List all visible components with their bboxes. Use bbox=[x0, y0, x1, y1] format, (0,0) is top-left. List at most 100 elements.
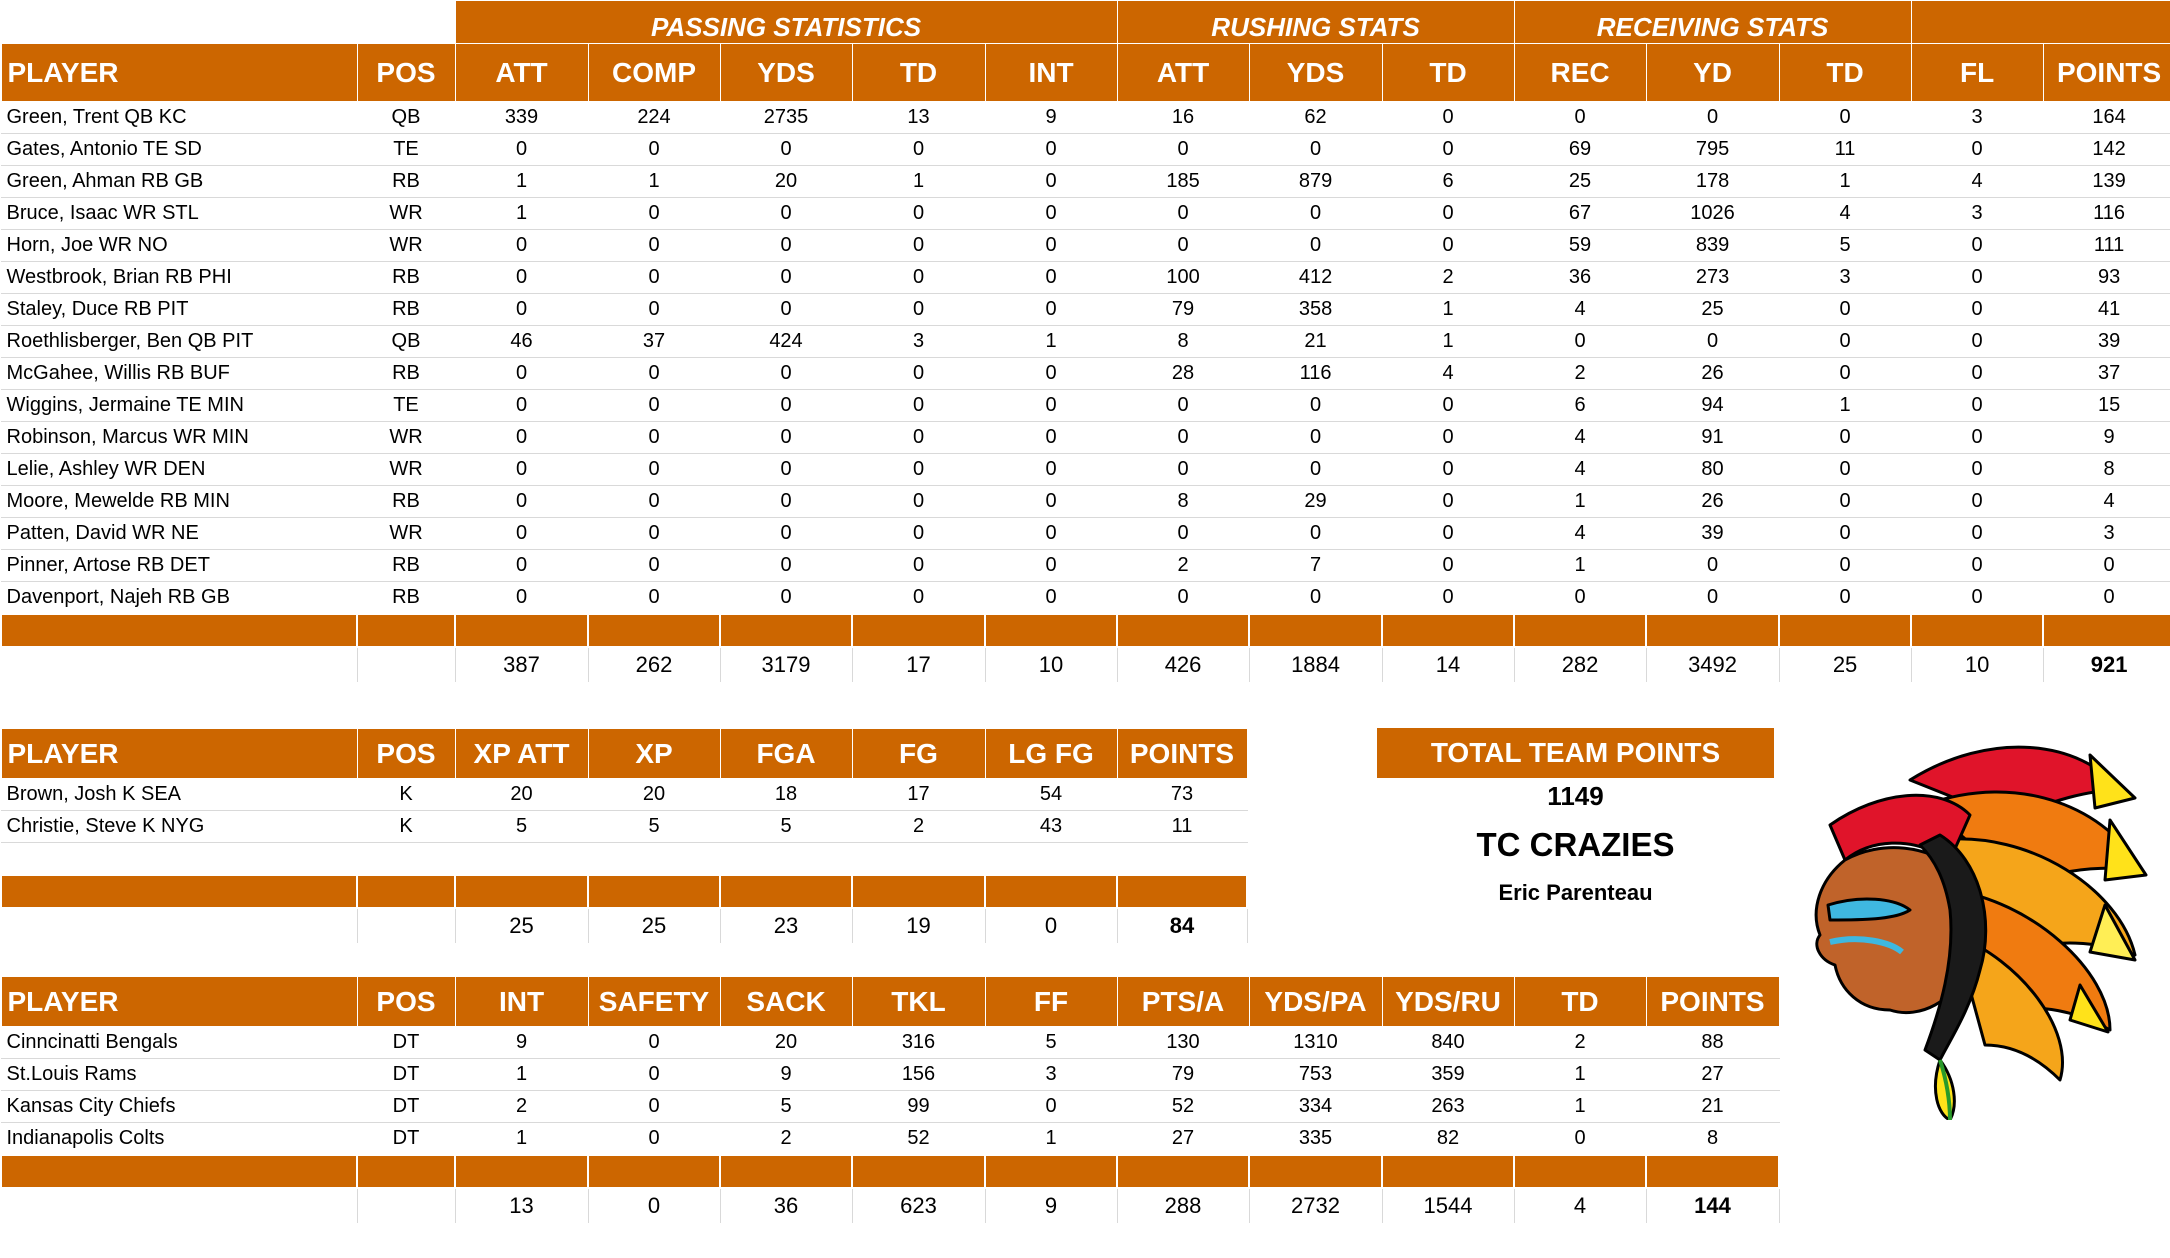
chief-headdress-logo-icon bbox=[1814, 745, 2148, 1120]
table-row: Cinncinatti Bengals DT 9 0 20 316 5 130 1310 840 2… bbox=[0, 1026, 1780, 1059]
offense-cell: 3 bbox=[1910, 197, 2044, 230]
offense-cell: 2735 bbox=[719, 101, 853, 134]
offense-cell: 0 bbox=[587, 517, 721, 550]
offense-cell: 0 bbox=[719, 517, 853, 550]
offense-cell: 0 bbox=[1116, 229, 1250, 262]
offense-cell: 0 bbox=[984, 261, 1118, 294]
offense-cell: 1026 bbox=[1645, 197, 1780, 230]
defense-cell: 316 bbox=[851, 1026, 986, 1059]
offense-cell: 3 bbox=[851, 325, 986, 358]
offense-cell: 94 bbox=[1645, 389, 1780, 422]
offense-cell: 4 bbox=[2042, 485, 2170, 518]
offense-column-header-row: PLAYER POS ATT COMP YDS TD INT ATT YDS TD REC YD TD F… bbox=[0, 43, 2170, 102]
offense-cell: 6 bbox=[1513, 389, 1647, 422]
player-name: Staley, Duce RB PIT bbox=[0, 293, 358, 326]
offense-cell: 8 bbox=[1116, 485, 1250, 518]
offense-cell: 839 bbox=[1645, 229, 1780, 262]
offense-cell: 0 bbox=[851, 421, 986, 454]
defense-col-header-3: SAFETY bbox=[587, 976, 721, 1027]
offense-cell: 6 bbox=[1381, 165, 1515, 198]
offense-cell: 0 bbox=[984, 517, 1118, 550]
offense-cell: 3 bbox=[2042, 517, 2170, 550]
offense-cell: 0 bbox=[1778, 453, 1912, 486]
offense-cell: 20 bbox=[719, 165, 853, 198]
offense-group-header-row: PASSING STATISTICS RUSHING STATS RECEIVI… bbox=[0, 0, 2170, 44]
defense-cell: 335 bbox=[1248, 1122, 1383, 1156]
defense-total-cell: 13 bbox=[454, 1187, 589, 1223]
offense-cell: 0 bbox=[984, 357, 1118, 390]
table-row: Green, Trent QB KC QB 339 224 2735 13 9 16 62 0 0 0… bbox=[0, 101, 2170, 134]
table-row: Green, Ahman RB GB RB 1 1 20 1 0 185 879 6 25 178 1 4… bbox=[0, 165, 2170, 198]
defense-total-cell: 623 bbox=[851, 1187, 986, 1223]
offense-cell: 0 bbox=[1381, 197, 1515, 230]
offense-cell: 1 bbox=[984, 325, 1118, 358]
table-row: Westbrook, Brian RB PHI RB 0 0 0 0 0 100 412 2 36 2… bbox=[0, 261, 2170, 294]
offense-cell: 0 bbox=[1116, 421, 1250, 454]
offense-cell: 29 bbox=[1248, 485, 1383, 518]
offense-cell: 0 bbox=[454, 517, 589, 550]
offense-cell: QB bbox=[356, 101, 456, 134]
defense-col-header-7: PTS/A bbox=[1116, 976, 1250, 1027]
offense-cell: QB bbox=[356, 325, 456, 358]
offense-cell: 0 bbox=[1513, 325, 1647, 358]
defense-cell: 1 bbox=[984, 1122, 1118, 1156]
offense-cell: 0 bbox=[719, 485, 853, 518]
offense-cell: 0 bbox=[1645, 549, 1780, 582]
offense-cell: 0 bbox=[1248, 389, 1383, 422]
offense-cell: 39 bbox=[1645, 517, 1780, 550]
table-row: Roethlisberger, Ben QB PIT QB 46 37 424 3 1 8 21… bbox=[0, 325, 2170, 358]
defense-cell: 99 bbox=[851, 1090, 986, 1123]
offense-cell: 0 bbox=[587, 421, 721, 454]
player-name: Westbrook, Brian RB PHI bbox=[0, 261, 358, 294]
defense-cell: 2 bbox=[1513, 1026, 1647, 1059]
defense-separator-bar bbox=[0, 1154, 1780, 1189]
defense-cell: DT bbox=[356, 1058, 456, 1091]
offense-cell: 0 bbox=[1248, 197, 1383, 230]
defense-cell: 5 bbox=[984, 1026, 1118, 1059]
offense-cell: 424 bbox=[719, 325, 853, 358]
offense-separator-bar bbox=[0, 613, 2170, 648]
offense-total-cell bbox=[356, 646, 456, 682]
offense-cell: RB bbox=[356, 261, 456, 294]
offense-cell: 28 bbox=[1116, 357, 1250, 390]
offense-cell: 0 bbox=[1778, 325, 1912, 358]
kicking-cell: 43 bbox=[984, 810, 1118, 843]
offense-cell: 0 bbox=[1513, 101, 1647, 134]
offense-cell: 0 bbox=[454, 453, 589, 486]
offense-cell: 69 bbox=[1513, 133, 1647, 166]
team-name: TC CRAZIES bbox=[1476, 826, 1675, 863]
table-row: Pinner, Artose RB DET RB 0 0 0 0 0 2 7 0 1 0 0 0 0 bbox=[0, 549, 2170, 582]
offense-cell: TE bbox=[356, 133, 456, 166]
offense-cell: 0 bbox=[1910, 293, 2044, 326]
table-row: Indianapolis Colts DT 1 0 2 52 1 27 335 82 0 8 bbox=[0, 1122, 1780, 1156]
defense-col-header-10: TD bbox=[1513, 976, 1647, 1027]
defense-cell: 0 bbox=[587, 1090, 721, 1123]
defense-cell: 9 bbox=[454, 1026, 589, 1059]
offense-cell: 2 bbox=[1116, 549, 1250, 582]
offense-stats-table: PASSING STATISTICS RUSHING STATS RECEIVI… bbox=[0, 0, 2170, 682]
offense-cell: 0 bbox=[1381, 581, 1515, 615]
defense-col-header-1: POS bbox=[356, 976, 456, 1027]
offense-cell: 358 bbox=[1248, 293, 1383, 326]
offense-cell: 273 bbox=[1645, 261, 1780, 294]
defense-cell: 1310 bbox=[1248, 1026, 1383, 1059]
offense-cell: 9 bbox=[2042, 421, 2170, 454]
offense-cell: 0 bbox=[1910, 325, 2044, 358]
offense-cell: 0 bbox=[2042, 581, 2170, 615]
player-name: St.Louis Rams bbox=[0, 1058, 358, 1091]
table-row: Lelie, Ashley WR DEN WR 0 0 0 0 0 0 0 0 4 80 0 0 8 bbox=[0, 453, 2170, 486]
defense-column-header-row: PLAYER POS INT SAFETY SACK TKL FF PTS/A YDS/PA YD… bbox=[0, 976, 1780, 1027]
offense-col-header-11: YD bbox=[1645, 43, 1780, 102]
defense-cell: 52 bbox=[851, 1122, 986, 1156]
offense-cell: 0 bbox=[1116, 453, 1250, 486]
offense-cell: 13 bbox=[851, 101, 986, 134]
offense-cell: 0 bbox=[984, 421, 1118, 454]
offense-total-cell: 426 bbox=[1116, 646, 1250, 682]
defense-col-header-6: FF bbox=[984, 976, 1118, 1027]
offense-cell: 0 bbox=[1381, 517, 1515, 550]
kicking-total-cell: 25 bbox=[587, 907, 721, 943]
offense-cell: 0 bbox=[454, 389, 589, 422]
offense-cell: 0 bbox=[984, 453, 1118, 486]
offense-cell: 0 bbox=[1381, 133, 1515, 166]
defense-total-cell bbox=[0, 1187, 358, 1223]
